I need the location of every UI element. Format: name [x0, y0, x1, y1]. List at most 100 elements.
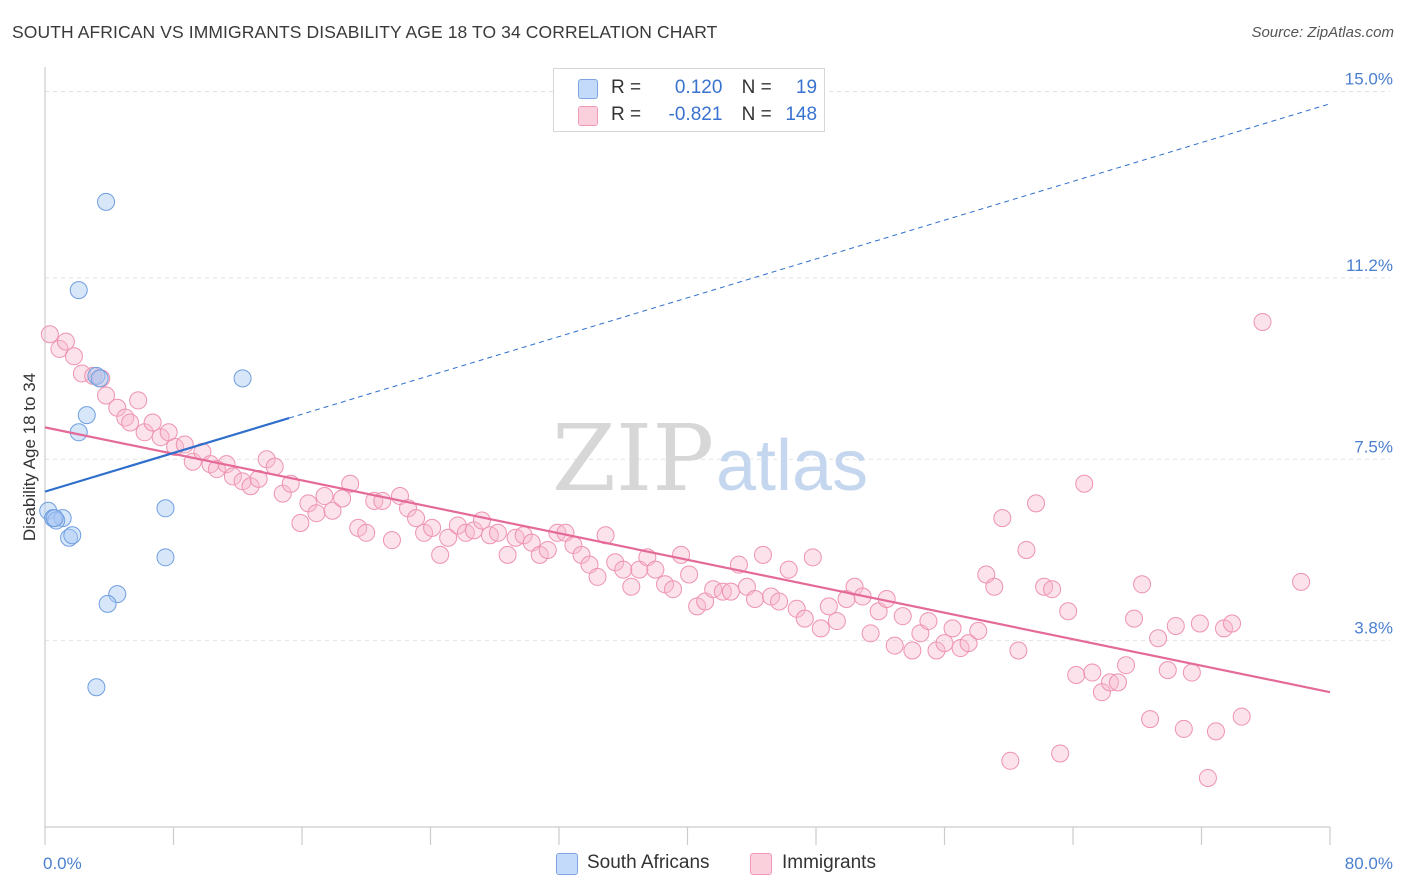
immigrants-point [129, 391, 148, 410]
immigrants-point [779, 560, 798, 579]
immigrants-point [985, 577, 1004, 596]
south-africans-point [108, 585, 127, 604]
south-africans-point [60, 528, 79, 547]
immigrants-point [919, 612, 938, 631]
immigrants-point [1149, 629, 1168, 648]
immigrants-point [721, 582, 740, 601]
immigrants-point [1043, 580, 1062, 599]
immigrants-point [323, 501, 342, 520]
immigrants-point [423, 518, 442, 537]
immigrants-point [72, 364, 91, 383]
immigrants-point [745, 590, 764, 608]
immigrants-point [1051, 744, 1070, 763]
y-tick-label: 3.8% [1354, 619, 1393, 638]
immigrants-point [357, 523, 376, 542]
immigrants-point [1108, 673, 1127, 692]
immigrants-point [1009, 641, 1028, 660]
immigrants-point [50, 339, 69, 358]
immigrants-point [1083, 663, 1102, 682]
immigrants-point [472, 511, 491, 530]
immigrants-point [646, 560, 665, 579]
immigrants-point [1206, 722, 1225, 741]
legend-swatch-immigrants [578, 106, 598, 126]
chart-source: Source: ZipAtlas.com [1251, 24, 1394, 41]
immigrants-point [1125, 609, 1144, 628]
immigrants-point [382, 531, 401, 550]
immigrants-point [1067, 666, 1086, 684]
immigrants-point [1133, 575, 1152, 594]
immigrants-point [811, 619, 830, 638]
south-africans-point [63, 526, 82, 545]
south-africans-point [45, 509, 64, 528]
immigrants-point [969, 621, 988, 640]
immigrants-point [439, 528, 458, 547]
immigrants-point [1223, 614, 1242, 633]
immigrants-point [819, 597, 838, 616]
south-africans-point [97, 192, 116, 211]
legend-n-value: 19 [795, 77, 818, 98]
immigrants-point [121, 413, 140, 432]
immigrants-point [407, 509, 426, 528]
immigrants-point [885, 636, 904, 655]
immigrants-point [1198, 768, 1217, 787]
immigrants-point [488, 523, 507, 542]
immigrants-point [1075, 474, 1094, 493]
immigrants-point [315, 487, 334, 506]
legend-n-label: N = [741, 104, 772, 125]
immigrants-point [40, 325, 59, 344]
immigrants-point [622, 577, 641, 596]
immigrants-point [1292, 572, 1311, 591]
immigrants-point [588, 567, 607, 586]
tick-labels: 3.8% 7.5% 11.2% 15.0% 0.0% 80.0% [43, 70, 1393, 873]
south-africans-point [77, 406, 96, 425]
south-africans-point [90, 369, 109, 388]
immigrants-point [861, 624, 880, 643]
south-africans-trend-extension [289, 103, 1331, 419]
immigrants-point [1027, 494, 1046, 513]
immigrants-point [207, 460, 226, 479]
south-africans-point [156, 499, 175, 518]
immigrants-point [770, 592, 789, 611]
immigrants-point [1182, 663, 1201, 682]
watermark: ZIP atlas [552, 405, 868, 512]
immigrants-point [143, 413, 162, 432]
immigrants-point [333, 489, 352, 508]
legend-n-value: 148 [785, 104, 818, 125]
x-tick-label: 80.0% [1345, 854, 1393, 873]
correlation-legend: R = 0.120 N = 19 R = -0.821 N = 148 [553, 68, 825, 132]
y-tick-label: 11.2% [1346, 256, 1393, 275]
legend-swatch-south-africans [556, 853, 578, 875]
y-tick-label: 7.5% [1354, 437, 1393, 456]
trend-lines [44, 103, 1331, 694]
immigrants-point [943, 619, 962, 638]
immigrants-point [1017, 540, 1036, 559]
immigrants-point [223, 467, 242, 486]
immigrants-point [56, 332, 75, 351]
immigrants-point [795, 609, 814, 628]
y-axis-label: Disability Age 18 to 34 [20, 373, 39, 541]
immigrants-point [1174, 719, 1193, 738]
immigrants-point [893, 607, 912, 626]
immigrants-point [1166, 616, 1185, 635]
immigrants-point [538, 540, 557, 559]
immigrants-point [307, 504, 326, 523]
immigrants-point [672, 545, 691, 564]
south-africans-point [69, 281, 88, 300]
immigrants-point [116, 408, 135, 427]
immigrants-point [1141, 710, 1160, 729]
y-tick-label: 15.0% [1345, 70, 1393, 89]
legend-label-south-africans: South Africans [587, 852, 710, 873]
immigrants-point [1232, 707, 1251, 726]
immigrants-point [803, 548, 822, 567]
immigrants-point [97, 386, 116, 405]
south-africans-point [156, 548, 175, 567]
immigrants-point [903, 641, 922, 660]
legend-label-immigrants: Immigrants [782, 852, 876, 873]
legend-r-label: R = [611, 104, 642, 125]
south-africans-point [98, 594, 117, 613]
watermark-zip: ZIP [552, 405, 714, 512]
legend-n-label: N = [741, 77, 772, 98]
immigrants-point [1059, 602, 1078, 621]
south-africans-point [87, 678, 106, 697]
